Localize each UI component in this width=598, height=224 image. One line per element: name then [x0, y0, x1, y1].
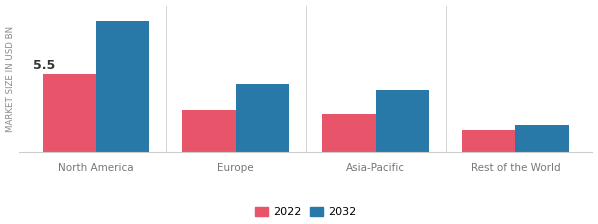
Bar	[322, 114, 376, 152]
Bar	[236, 84, 289, 152]
Bar	[96, 21, 149, 152]
Text: 5.5: 5.5	[33, 59, 55, 72]
Bar	[376, 90, 429, 152]
Bar	[515, 125, 569, 152]
Legend: 2022, 2032: 2022, 2032	[255, 207, 356, 217]
Bar	[462, 129, 515, 152]
Y-axis label: MARKET SIZE IN USD BN: MARKET SIZE IN USD BN	[5, 26, 14, 132]
Bar	[42, 74, 96, 152]
Bar	[182, 110, 236, 152]
